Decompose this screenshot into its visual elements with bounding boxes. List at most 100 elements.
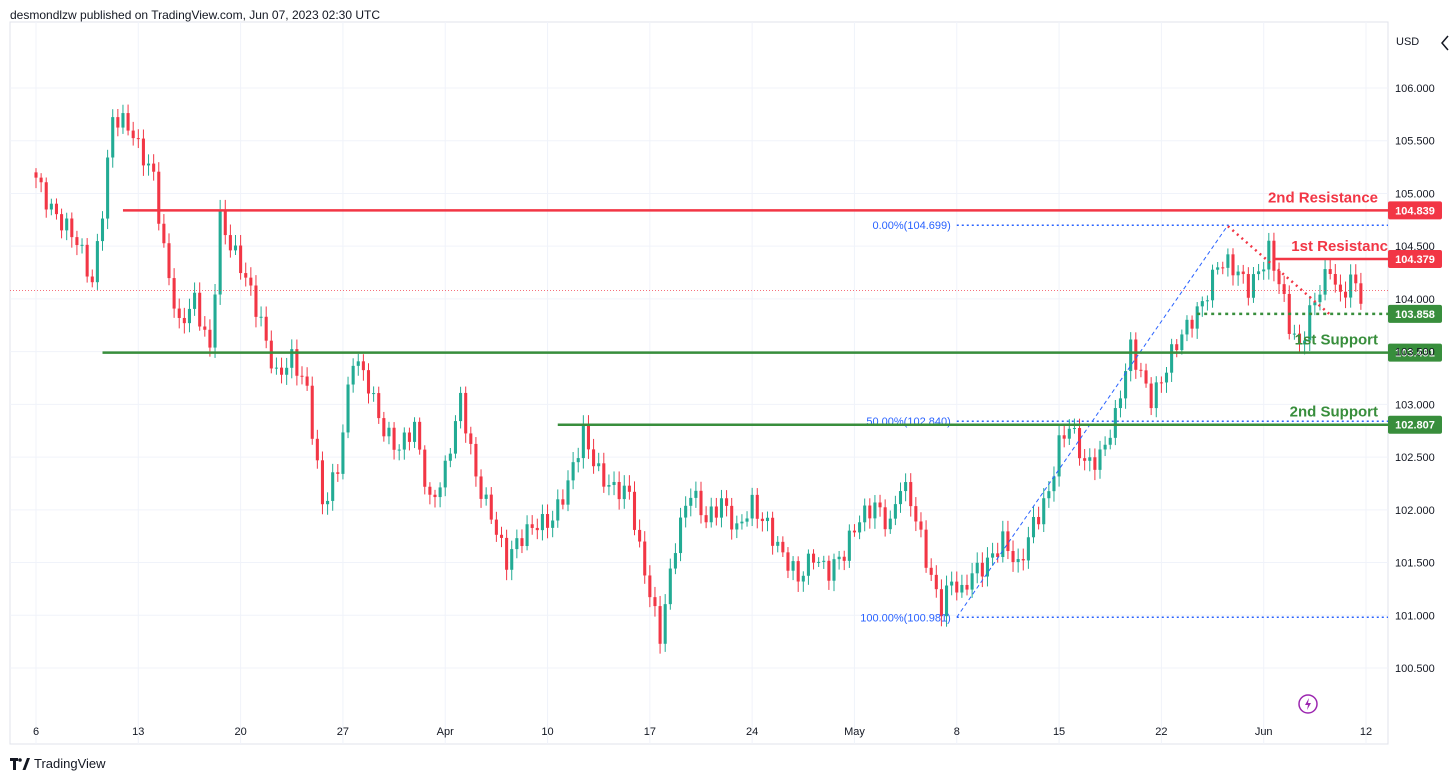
candle	[382, 411, 386, 442]
candle-body	[852, 530, 856, 533]
x-tick-label: 6	[33, 726, 39, 738]
candle	[177, 298, 181, 329]
candle	[208, 319, 212, 357]
candle-body	[387, 427, 391, 437]
candle-body	[735, 523, 739, 530]
candle-body	[1226, 254, 1230, 268]
candle-body	[955, 581, 959, 593]
candle-body	[571, 462, 575, 481]
candle-body	[684, 505, 688, 518]
candle	[413, 417, 417, 449]
candle-body	[581, 425, 585, 459]
candle-body	[208, 329, 212, 348]
candle	[39, 173, 43, 193]
candle	[945, 575, 949, 627]
candle-body	[34, 172, 38, 178]
candle	[300, 366, 304, 385]
candle-body	[106, 157, 110, 219]
candle-body	[1333, 273, 1337, 285]
candle	[402, 427, 406, 460]
x-tick-label: 12	[1360, 726, 1372, 738]
candle-body	[965, 584, 969, 590]
candle-body	[1026, 537, 1030, 561]
candle-body	[1344, 291, 1348, 298]
candle-body	[812, 553, 816, 563]
candle	[832, 553, 836, 592]
price-tag-label: 104.379	[1395, 254, 1435, 266]
candle-body	[883, 507, 887, 530]
candle-body	[423, 449, 427, 487]
candle-body	[540, 514, 544, 531]
candle	[280, 357, 284, 384]
candle	[1011, 540, 1015, 572]
candle-body	[1144, 370, 1148, 384]
candle	[428, 482, 432, 505]
candle	[1262, 261, 1266, 280]
candle-body	[433, 494, 437, 498]
candle	[852, 524, 856, 537]
candle-body	[413, 421, 417, 442]
candle-body	[1149, 383, 1153, 409]
candle	[965, 574, 969, 596]
candle-body	[479, 476, 483, 499]
candle	[801, 571, 805, 592]
x-tick-label: 27	[337, 726, 349, 738]
candle-body	[776, 541, 780, 546]
candle	[100, 211, 105, 251]
candle-body	[622, 485, 626, 500]
candle	[479, 469, 483, 508]
candle	[1164, 367, 1169, 393]
candle-body	[100, 218, 105, 242]
candle	[1231, 248, 1235, 286]
candle	[888, 510, 892, 534]
level-label: 1st Resistanc	[1291, 238, 1388, 255]
x-tick-label: 22	[1155, 726, 1167, 738]
candle	[1303, 331, 1307, 355]
alert-lightning-icon[interactable]	[1298, 694, 1318, 714]
candle	[1149, 377, 1153, 416]
candle-body	[914, 506, 918, 522]
candle	[489, 487, 493, 525]
candle	[566, 470, 570, 512]
candle-body	[459, 392, 463, 422]
candle-body	[182, 317, 186, 324]
candle-body	[1001, 531, 1005, 557]
candle-body	[1042, 498, 1046, 525]
candle-body	[346, 384, 350, 433]
candle	[863, 498, 867, 532]
grid	[9, 21, 1389, 745]
candle	[822, 555, 826, 569]
candle-body	[80, 244, 84, 246]
y-tick-label: 102.000	[1395, 505, 1435, 517]
currency-label: USD	[1396, 36, 1419, 48]
candle-body	[162, 223, 166, 244]
candle	[49, 198, 53, 216]
y-tick-label: 101.000	[1395, 610, 1435, 622]
candle-body	[280, 367, 284, 375]
candle	[407, 427, 411, 451]
candle-body	[617, 481, 621, 500]
candle	[90, 269, 94, 288]
candle	[679, 507, 683, 562]
sidebar-toggle-icon[interactable]	[1437, 28, 1453, 58]
candle-body	[121, 113, 125, 128]
candle	[991, 542, 995, 566]
candle-body	[1047, 491, 1051, 499]
candle-body	[648, 575, 652, 598]
candle-body	[627, 485, 631, 492]
candle	[249, 267, 253, 296]
candle-body	[868, 505, 872, 519]
candle	[1251, 266, 1255, 303]
candle	[525, 515, 529, 551]
candle-body	[612, 481, 616, 486]
candle	[663, 594, 667, 652]
candle-body	[111, 117, 115, 158]
candle	[320, 451, 324, 515]
candle-body	[397, 449, 401, 451]
candle-body	[1323, 269, 1327, 295]
candle	[699, 481, 703, 524]
x-tick-label: 10	[541, 726, 553, 738]
candle	[643, 531, 647, 584]
candle	[714, 497, 718, 526]
